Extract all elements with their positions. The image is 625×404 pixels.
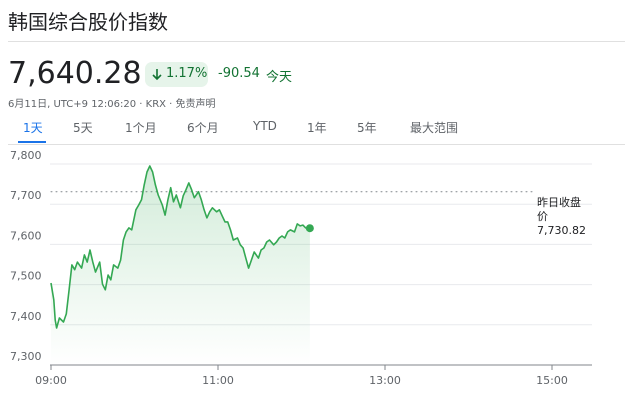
x-tick-label: 11:00: [202, 374, 234, 387]
meta: 6月11日, UTC+9 12:06:20 · KRX · 免责声明: [8, 95, 216, 110]
range-tab[interactable]: 6个月: [187, 121, 219, 135]
range-tab[interactable]: 1天: [23, 121, 43, 135]
y-tick-label: 7,300: [10, 350, 42, 363]
change-badge: 1.17%: [145, 62, 208, 87]
range-tab[interactable]: 5天: [73, 121, 93, 135]
price: 7,640.28: [8, 56, 142, 91]
y-tick-label: 7,500: [10, 270, 42, 283]
previous-close-title: 昨日收盘价: [537, 196, 581, 223]
chart: 7,300 7,400 7,500 7,600 7,700 7,800 09:00 11:00…: [10, 149, 592, 387]
change-value: -90.54: [218, 66, 260, 81]
y-tick-label: 7,400: [10, 310, 42, 323]
down-arrow: [152, 69, 162, 81]
meta-text: 6月11日, UTC+9 12:06:20 · KRX ·: [8, 99, 176, 110]
x-tick-label: 13:00: [369, 374, 401, 387]
range-tabs: 1天 5天 1个月 6个月 YTD 1年 5年 最大范围: [0, 119, 625, 143]
previous-close-value: 7,730.82: [537, 224, 586, 237]
y-tick-label: 7,700: [10, 189, 42, 202]
tab-underline: [18, 141, 46, 143]
last-point: [305, 224, 314, 233]
x-tick-label: 15:00: [536, 374, 568, 387]
range-tab[interactable]: YTD: [253, 119, 277, 133]
range-tab[interactable]: 最大范围: [410, 121, 459, 135]
y-tick-label: 7,600: [10, 229, 42, 242]
title: 韩国综合股价指数: [8, 10, 168, 34]
range-tab[interactable]: 5年: [357, 121, 377, 135]
change-period: 今天: [266, 70, 293, 85]
price-line: [50, 165, 310, 329]
y-tick-label: 7,800: [10, 149, 42, 162]
divider: [8, 144, 625, 145]
x-tick-label: 09:00: [35, 374, 67, 387]
area: [51, 166, 310, 365]
range-tab[interactable]: 1年: [307, 121, 327, 135]
change-percent: 1.17%: [166, 66, 208, 81]
divider: [8, 41, 625, 42]
previous-close-label: 昨日收盘价 7,730.82: [537, 196, 591, 238]
range-tab[interactable]: 1个月: [125, 121, 157, 135]
disclaimer-link[interactable]: 免责声明: [175, 99, 216, 110]
